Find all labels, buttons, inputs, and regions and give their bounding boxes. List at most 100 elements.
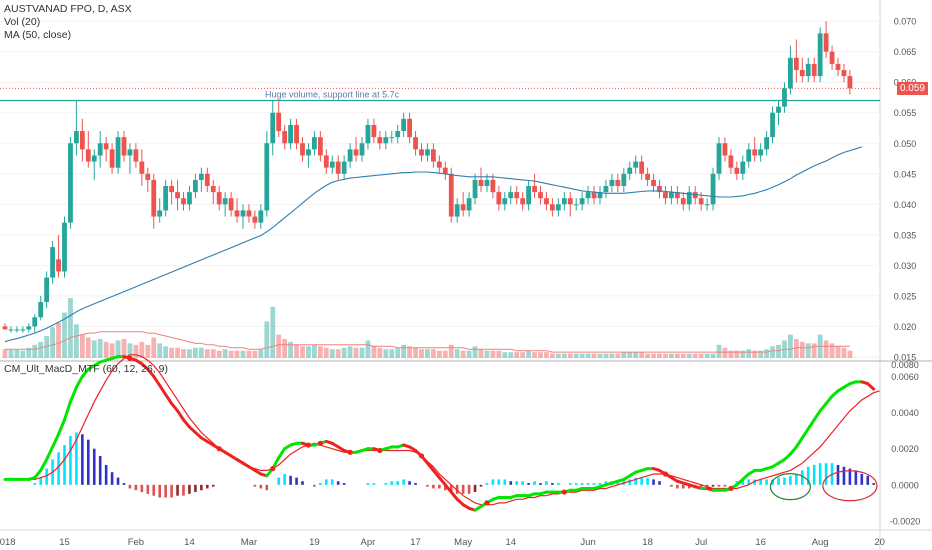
cross-dot xyxy=(270,465,276,472)
volume-bar xyxy=(829,343,835,358)
volume-bar xyxy=(847,350,853,358)
volume-bar xyxy=(163,346,169,358)
macd-line-segment xyxy=(794,436,804,449)
volume-bar xyxy=(347,346,353,358)
volume-bar xyxy=(686,353,692,358)
volume-bar xyxy=(716,344,722,358)
candle-body xyxy=(151,179,157,217)
time-tick-label: Mar xyxy=(241,537,257,548)
macd-line-segment xyxy=(57,418,66,436)
ma50-line xyxy=(4,146,862,343)
candle-body xyxy=(550,204,555,211)
macd-line-segment xyxy=(812,409,822,422)
candle-body xyxy=(811,63,817,77)
macd-histogram-bar xyxy=(765,479,768,485)
candle-body xyxy=(686,192,692,205)
volume-bar xyxy=(508,352,514,358)
volume-bar xyxy=(312,344,317,358)
macd-histogram-bar xyxy=(753,479,756,485)
candle-body xyxy=(805,63,811,77)
cross-dot xyxy=(347,449,353,455)
volume-bar xyxy=(240,350,246,358)
macd-histogram-bar xyxy=(515,481,518,485)
volume-bar xyxy=(169,347,174,358)
candle-body xyxy=(448,173,454,217)
volume-bar xyxy=(466,350,472,358)
candle-body xyxy=(264,143,270,211)
candle-body xyxy=(413,137,418,150)
macd-histogram-bar xyxy=(551,483,554,485)
candle-body xyxy=(692,192,698,199)
macd-histogram-bar xyxy=(81,434,84,485)
volume-bar xyxy=(157,343,163,358)
volume-bar xyxy=(383,349,389,358)
macd-histogram-bar xyxy=(200,484,203,491)
volume-bar xyxy=(615,353,621,358)
volume-bar xyxy=(764,349,769,358)
volume-bar xyxy=(734,350,740,358)
time-tick-label: Jul xyxy=(695,537,707,548)
candle-body xyxy=(651,179,656,186)
candle-body xyxy=(8,329,14,331)
volume-bar xyxy=(692,353,698,358)
macd-histogram-bar xyxy=(783,477,786,485)
volume-bar xyxy=(264,321,270,358)
candle-body xyxy=(478,179,484,186)
candle-body xyxy=(91,155,97,162)
macd-line-segment xyxy=(170,402,180,413)
cross-dot xyxy=(418,453,425,459)
volume-bar xyxy=(294,344,299,358)
macd-histogram-bar xyxy=(414,483,417,485)
macd-histogram-bar xyxy=(57,452,60,485)
macd-histogram-bar xyxy=(801,470,804,485)
candle-body xyxy=(567,198,573,205)
macd-histogram-bar xyxy=(824,463,828,485)
candle-body xyxy=(198,173,204,180)
macd-histogram-bar xyxy=(777,477,780,485)
time-tick-label: 18 xyxy=(642,537,653,548)
green-annotation-ellipse xyxy=(769,473,812,501)
candle-body xyxy=(728,155,734,168)
candle-body xyxy=(163,186,169,211)
candle-body xyxy=(496,192,502,205)
volume-bar xyxy=(26,347,32,358)
indicator-label[interactable]: CM_Ult_MacD_MTF (60, 12, 26, 9) xyxy=(4,363,168,375)
macd-histogram-bar xyxy=(676,484,679,489)
candle-body xyxy=(252,216,258,223)
macd-histogram-bar xyxy=(372,483,376,485)
candle-body xyxy=(561,198,567,205)
symbol-label[interactable]: AUSTVANAD FPO, D, ASX xyxy=(4,3,132,15)
volume-bar xyxy=(758,350,764,358)
candle-body xyxy=(460,204,466,211)
candle-body xyxy=(829,51,835,64)
macd-histogram-bar xyxy=(479,484,483,487)
volume-bar xyxy=(793,338,799,358)
ma-label[interactable]: MA (50, close) xyxy=(4,29,72,41)
candle-body xyxy=(609,179,615,186)
candle-body xyxy=(79,131,85,150)
macd-histogram-bar xyxy=(616,481,620,485)
macd-line-segment xyxy=(800,427,810,440)
candle-body xyxy=(175,192,180,199)
macd-histogram-bar xyxy=(176,484,179,496)
candle-body xyxy=(74,131,79,144)
candle-body xyxy=(228,198,234,211)
macd-line-segment xyxy=(818,402,828,413)
candle-body xyxy=(187,192,192,205)
candle-body xyxy=(484,179,490,186)
macd-histogram-bar xyxy=(325,479,328,485)
macd-tick-label: 0.0040 xyxy=(891,408,919,418)
macd-histogram-bar xyxy=(854,470,858,485)
candle-body xyxy=(169,186,174,193)
volume-label[interactable]: Vol (20) xyxy=(4,16,41,28)
candle-body xyxy=(734,167,740,174)
candle-body xyxy=(353,149,359,156)
macd-histogram-bar xyxy=(330,479,334,485)
candle-body xyxy=(502,198,508,205)
candle-body xyxy=(615,179,621,186)
volume-bar xyxy=(139,341,145,358)
cross-dot xyxy=(377,447,383,454)
macd-line-segment xyxy=(277,447,287,460)
volume-bar xyxy=(460,350,466,358)
